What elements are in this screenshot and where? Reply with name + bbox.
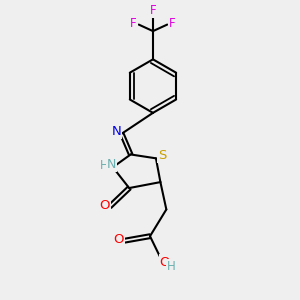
Text: F: F bbox=[150, 4, 156, 17]
Text: N: N bbox=[112, 125, 121, 138]
Text: H: H bbox=[167, 260, 176, 273]
Text: O: O bbox=[160, 256, 170, 268]
Text: F: F bbox=[130, 16, 137, 30]
Text: N: N bbox=[107, 158, 116, 171]
Text: F: F bbox=[169, 16, 176, 30]
Text: S: S bbox=[158, 149, 167, 162]
Text: O: O bbox=[99, 199, 110, 212]
Text: H: H bbox=[100, 159, 108, 172]
Text: O: O bbox=[113, 233, 124, 246]
